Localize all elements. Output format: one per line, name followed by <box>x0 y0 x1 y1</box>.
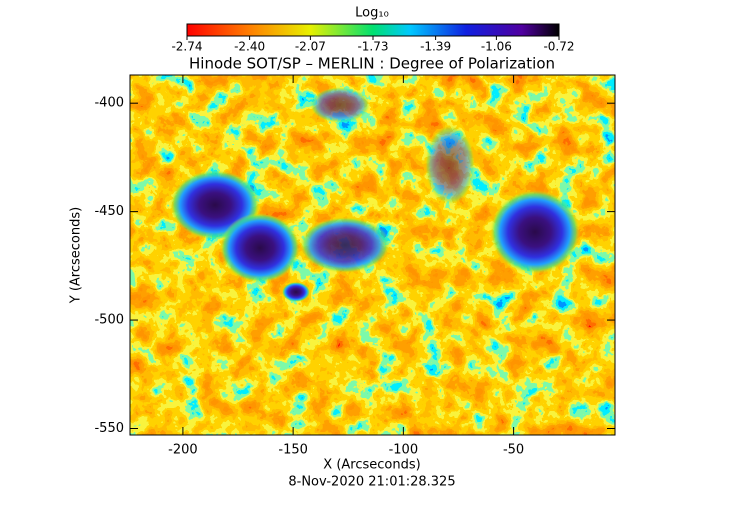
colorbar-tick-label: -2.74 <box>171 40 202 54</box>
y-tick-label: -500 <box>94 313 124 328</box>
colorbar-tick-label: -2.07 <box>295 40 326 54</box>
y-tick-label: -450 <box>94 204 124 219</box>
colorbar-tick-label: -1.73 <box>357 40 388 54</box>
x-tick-label: -200 <box>168 443 198 458</box>
chart-title: Hinode SOT/SP – MERLIN : Degree of Polar… <box>189 55 555 73</box>
colorbar-tick-label: -0.72 <box>543 40 574 54</box>
heatmap-image <box>130 75 615 435</box>
colorbar-tick-label: -1.39 <box>420 40 451 54</box>
colorbar-tick-label: -2.40 <box>234 40 265 54</box>
footer: 8-Nov-2020 21:01:28.325 <box>288 475 455 490</box>
x-axis-label: X (Arcseconds) <box>323 458 420 473</box>
x-tick-label: -150 <box>278 443 308 458</box>
y-axis-label: Y (Arcseconds) <box>69 207 84 304</box>
y-tick-label: -400 <box>94 96 124 111</box>
y-tick-label: -550 <box>94 421 124 436</box>
colorbar-tick-label: -1.06 <box>481 40 512 54</box>
colorbar <box>186 23 560 37</box>
x-tick-label: -50 <box>503 443 524 458</box>
x-tick-label: -100 <box>389 443 419 458</box>
plot-frame <box>129 74 616 436</box>
colorbar-label: Log₁₀ <box>355 6 389 21</box>
